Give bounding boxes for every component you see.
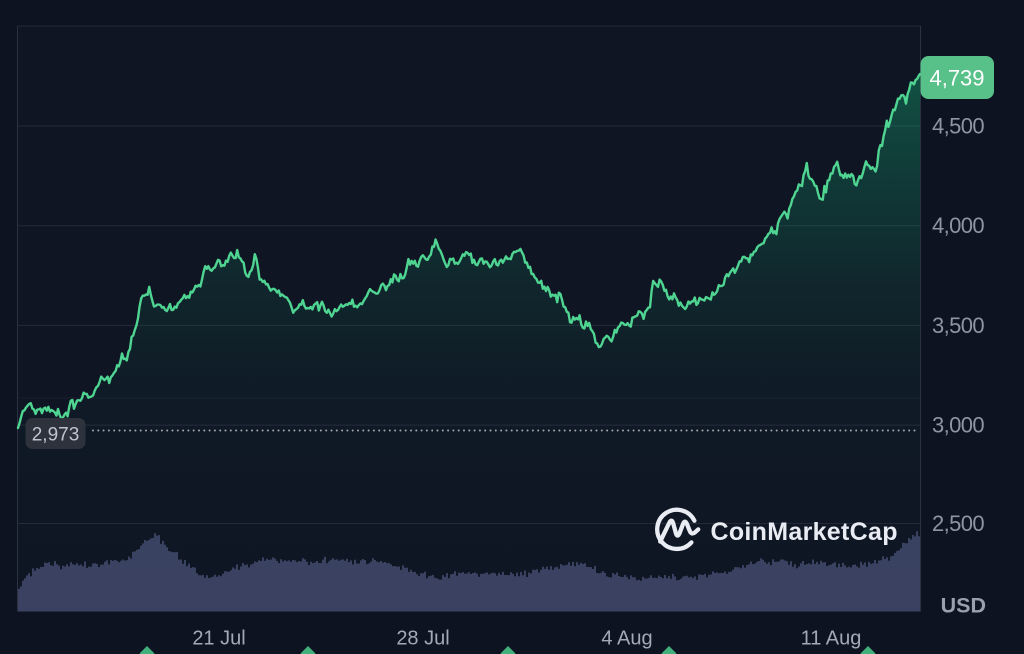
svg-text:USD: USD xyxy=(941,594,986,618)
svg-text:28 Jul: 28 Jul xyxy=(396,628,449,650)
svg-text:4,000: 4,000 xyxy=(932,213,984,238)
svg-text:3,000: 3,000 xyxy=(932,413,984,438)
svg-text:21 Jul: 21 Jul xyxy=(192,628,245,650)
svg-text:CoinMarketCap: CoinMarketCap xyxy=(711,518,898,546)
svg-text:3,500: 3,500 xyxy=(932,313,984,338)
svg-text:2,500: 2,500 xyxy=(932,511,984,536)
svg-text:4,739: 4,739 xyxy=(929,66,984,91)
svg-text:4,500: 4,500 xyxy=(932,114,984,139)
svg-text:11 Aug: 11 Aug xyxy=(801,628,862,650)
svg-text:2,973: 2,973 xyxy=(32,425,80,446)
svg-text:4 Aug: 4 Aug xyxy=(601,628,652,650)
